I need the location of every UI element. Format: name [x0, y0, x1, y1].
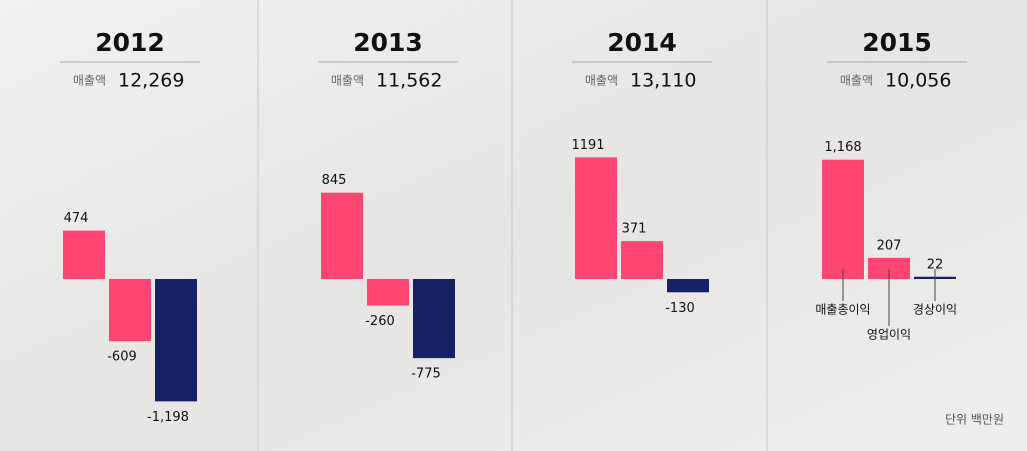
- unit-note: 단위 백만원: [945, 413, 1004, 427]
- value-label: 1,168: [824, 140, 861, 155]
- value-label: -775: [411, 367, 441, 382]
- panel-title: 2012: [95, 28, 165, 57]
- value-label: 371: [622, 222, 647, 237]
- value-label: 22: [927, 257, 944, 272]
- revenue-name: 매출액: [331, 74, 364, 88]
- revenue-name: 매출액: [585, 74, 618, 88]
- bar: [63, 230, 105, 279]
- revenue-value: 10,056: [885, 70, 951, 92]
- bar: [367, 279, 409, 306]
- value-label: 1191: [571, 138, 604, 153]
- bar: [321, 192, 363, 279]
- revenue-value: 12,269: [118, 70, 184, 92]
- value-label: -130: [665, 301, 695, 316]
- bar: [575, 157, 617, 279]
- value-label: 207: [877, 238, 902, 253]
- bar: [868, 257, 910, 279]
- bar: [621, 241, 663, 279]
- category-label: 영업이익: [867, 328, 911, 342]
- value-label: -260: [365, 314, 395, 329]
- panel-title: 2013: [353, 28, 423, 57]
- panel-title: 2014: [607, 28, 677, 57]
- category-label: 경상이익: [913, 303, 957, 317]
- value-label: 474: [64, 211, 89, 226]
- revenue-name: 매출액: [73, 74, 106, 88]
- bar: [822, 159, 864, 279]
- bar: [109, 279, 151, 342]
- value-label: -609: [107, 350, 137, 365]
- bar: [667, 279, 709, 293]
- value-label: -1,198: [147, 410, 189, 425]
- category-label: 매출총이익: [815, 303, 870, 317]
- bar: [155, 279, 197, 402]
- revenue-value: 13,110: [630, 70, 696, 92]
- panel-title: 2015: [862, 28, 932, 57]
- value-label: 845: [322, 173, 347, 188]
- revenue-value: 11,562: [376, 70, 442, 92]
- revenue-name: 매출액: [840, 74, 873, 88]
- bar: [413, 279, 455, 359]
